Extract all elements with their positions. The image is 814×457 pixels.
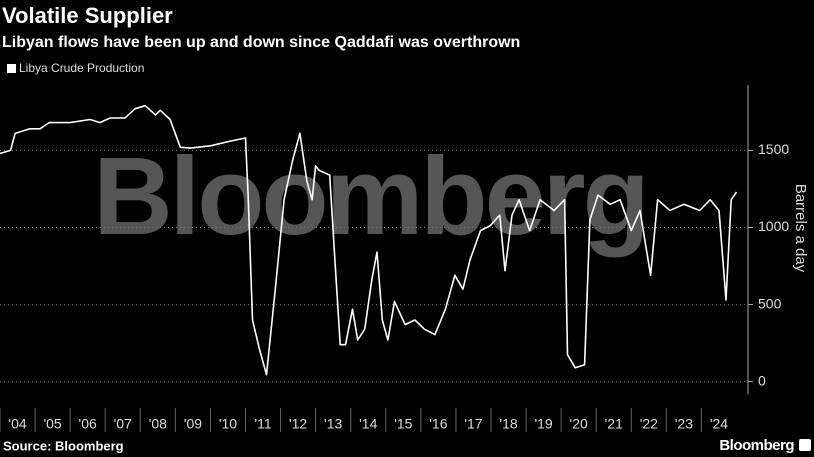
x-tick-label: '23 [675,416,693,432]
legend-label: Libya Crude Production [19,61,144,75]
y-tick-label: 0 [758,372,766,388]
x-tick-label: '19 [534,416,552,432]
x-tick-label: '10 [219,416,237,432]
x-tick-label: '18 [499,416,517,432]
x-tick-label: '24 [710,416,728,432]
x-tick-label: '17 [464,416,482,432]
y-tick-label: 500 [758,295,782,311]
x-tick-label: '13 [324,416,342,432]
x-tick-label: '11 [254,416,271,432]
source: Source: Bloomberg [3,438,124,453]
x-tick-label: '06 [79,416,97,432]
logo: Bloomberg [719,437,794,454]
line [0,104,738,376]
watermark: Bloomberg [93,135,647,258]
x-tick-label: '04 [8,416,26,432]
x-tick-label: '20 [570,416,588,432]
y-tick-label: 1500 [758,141,789,157]
x-tick-label: '12 [289,416,307,432]
legend-swatch [7,64,16,73]
x-tick-label: '08 [149,416,167,432]
chart-title: Volatile Supplier [2,3,173,28]
x-tick-label: '05 [43,416,61,432]
chart-subtitle: Libyan flows have been up and down since… [2,34,520,51]
x-tick-label: '21 [605,416,623,432]
x-tick-label: '09 [184,416,202,432]
logo-icon [799,439,811,451]
y-tick-label: 1000 [758,218,789,234]
x-tick-label: '16 [429,416,447,432]
y-axis-label: Barrels a day [792,184,809,273]
x-tick-label: '14 [359,416,377,432]
x-tick-label: '15 [394,416,412,432]
x-tick-label: '22 [640,416,658,432]
x-tick-label: '07 [114,416,132,432]
